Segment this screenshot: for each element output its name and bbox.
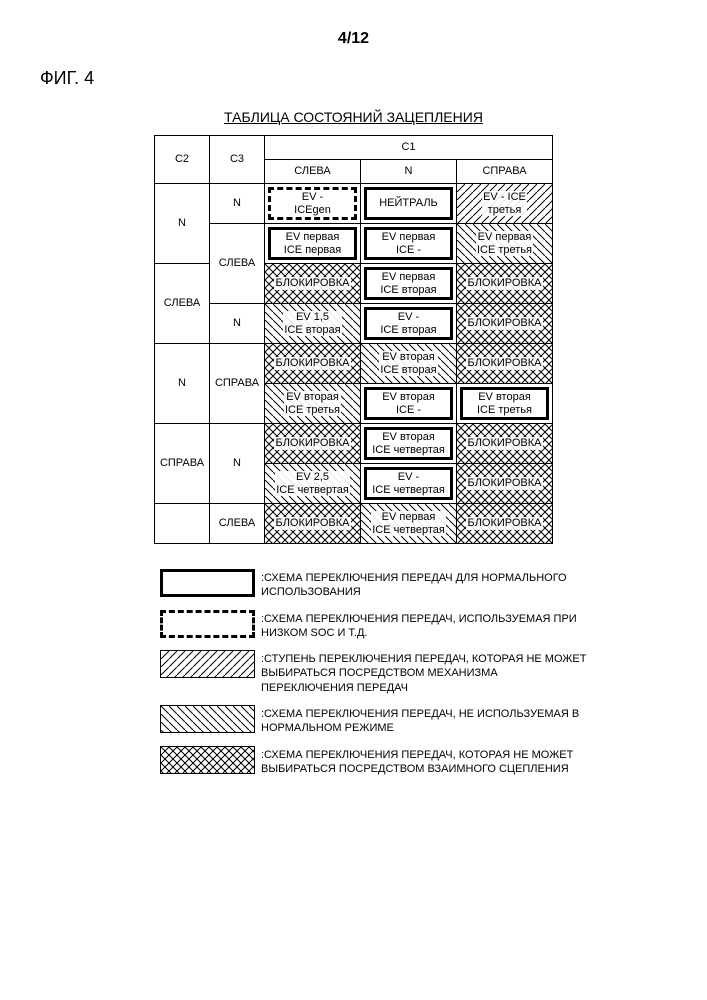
header-n: N bbox=[361, 160, 457, 184]
cell-text: БЛОКИРОВКА bbox=[466, 277, 542, 289]
legend-swatch-hatch2 bbox=[160, 705, 255, 733]
cell-text: EV -ICE четвертая bbox=[371, 471, 446, 495]
cell-text: EV втораяICE четвертая bbox=[371, 431, 446, 455]
cell-text: БЛОКИРОВКА bbox=[466, 517, 542, 529]
cell-text: EV перваяICE вторая bbox=[379, 271, 437, 295]
table-cell: EV втораяICE третья bbox=[265, 384, 361, 424]
legend-text: :СХЕМА ПЕРЕКЛЮЧЕНИЯ ПЕРЕДАЧ ДЛЯ НОРМАЛЬН… bbox=[261, 569, 591, 600]
cell-text: EV втораяICE - bbox=[381, 391, 436, 415]
cell-text: БЛОКИРОВКА bbox=[466, 477, 542, 489]
table-cell: EV -ICE вторая bbox=[361, 304, 457, 344]
c3-label: N bbox=[210, 184, 265, 224]
legend-row: :СХЕМА ПЕРЕКЛЮЧЕНИЯ ПЕРЕДАЧ ДЛЯ НОРМАЛЬН… bbox=[160, 569, 667, 600]
cell-text: НЕЙТРАЛЬ bbox=[378, 197, 439, 209]
cell-text: БЛОКИРОВКА bbox=[274, 517, 350, 529]
legend-swatch-hatch1 bbox=[160, 650, 255, 678]
table-cell: EV -ICE четвертая bbox=[361, 464, 457, 504]
c2-label: СПРАВА bbox=[155, 424, 210, 504]
table-cell: EV перваяICE вторая bbox=[361, 264, 457, 304]
header-c1: C1 bbox=[265, 136, 553, 160]
legend-text: :СТУПЕНЬ ПЕРЕКЛЮЧЕНИЯ ПЕРЕДАЧ, КОТОРАЯ Н… bbox=[261, 650, 591, 695]
c3-label: N bbox=[210, 304, 265, 344]
cell-text: EV 2,5ICE четвертая bbox=[275, 471, 350, 495]
cell-text: EV перваяICE четвертая bbox=[371, 511, 446, 535]
table-cell: БЛОКИРОВКА bbox=[265, 264, 361, 304]
cell-text: БЛОКИРОВКА bbox=[274, 357, 350, 369]
header-left: СЛЕВА bbox=[265, 160, 361, 184]
table-cell: БЛОКИРОВКА bbox=[265, 424, 361, 464]
cell-text: EV перваяICE третья bbox=[476, 231, 533, 255]
legend-row: :СТУПЕНЬ ПЕРЕКЛЮЧЕНИЯ ПЕРЕДАЧ, КОТОРАЯ Н… bbox=[160, 650, 667, 695]
legend-text: :СХЕМА ПЕРЕКЛЮЧЕНИЯ ПЕРЕДАЧ, ИСПОЛЬЗУЕМА… bbox=[261, 610, 591, 641]
header-c3: C3 bbox=[210, 136, 265, 184]
cell-text: EV втораяICE третья bbox=[476, 391, 533, 415]
cell-text: EV втораяICE вторая bbox=[379, 351, 437, 375]
legend-row: :СХЕМА ПЕРЕКЛЮЧЕНИЯ ПЕРЕДАЧ, ИСПОЛЬЗУЕМА… bbox=[160, 610, 667, 641]
table-cell: НЕЙТРАЛЬ bbox=[361, 184, 457, 224]
c2-label: СЛЕВА bbox=[155, 264, 210, 344]
table-title: ТАБЛИЦА СОСТОЯНИЙ ЗАЦЕПЛЕНИЯ bbox=[40, 109, 667, 125]
table-cell: БЛОКИРОВКА bbox=[457, 504, 553, 544]
c3-label: СЛЕВА bbox=[210, 224, 265, 304]
table-cell: БЛОКИРОВКА bbox=[265, 344, 361, 384]
cell-text: EV перваяICE первая bbox=[283, 231, 342, 255]
engagement-table: C2 C3 C1 СЛЕВА N СПРАВА N N EV -ICEgen Н… bbox=[154, 135, 553, 544]
cell-text: БЛОКИРОВКА bbox=[466, 437, 542, 449]
table-cell: EV -ICEgen bbox=[265, 184, 361, 224]
table-cell: EV перваяICE первая bbox=[265, 224, 361, 264]
cell-text: EV -ICE вторая bbox=[379, 311, 437, 335]
c3-label: СПРАВА bbox=[210, 344, 265, 424]
cell-text: EV -ICEgen bbox=[293, 191, 332, 215]
table-cell: БЛОКИРОВКА bbox=[265, 504, 361, 544]
page-number: 4/12 bbox=[40, 30, 667, 48]
table-cell: БЛОКИРОВКА bbox=[457, 344, 553, 384]
c2-label: N bbox=[155, 184, 210, 264]
table-cell: EV 2,5ICE четвертая bbox=[265, 464, 361, 504]
header-right: СПРАВА bbox=[457, 160, 553, 184]
legend-swatch-dashed bbox=[160, 610, 255, 638]
c2-label-empty bbox=[155, 504, 210, 544]
table-cell: EV - ICEтретья bbox=[457, 184, 553, 224]
cell-text: БЛОКИРОВКА bbox=[466, 357, 542, 369]
table-cell: EV втораяICE третья bbox=[457, 384, 553, 424]
cell-text: БЛОКИРОВКА bbox=[466, 317, 542, 329]
cell-text: EV - ICEтретья bbox=[482, 191, 527, 215]
table-cell: EV перваяICE четвертая bbox=[361, 504, 457, 544]
cell-text: БЛОКИРОВКА bbox=[274, 437, 350, 449]
cell-text: EV перваяICE - bbox=[381, 231, 437, 255]
cell-text: EV втораяICE третья bbox=[284, 391, 341, 415]
header-c2: C2 bbox=[155, 136, 210, 184]
legend-swatch-cross bbox=[160, 746, 255, 774]
legend: :СХЕМА ПЕРЕКЛЮЧЕНИЯ ПЕРЕДАЧ ДЛЯ НОРМАЛЬН… bbox=[160, 569, 667, 776]
page: 4/12 ФИГ. 4 ТАБЛИЦА СОСТОЯНИЙ ЗАЦЕПЛЕНИЯ… bbox=[0, 0, 707, 1000]
table-cell: EV втораяICE вторая bbox=[361, 344, 457, 384]
table-cell: EV втораяICE - bbox=[361, 384, 457, 424]
c3-label: СЛЕВА bbox=[210, 504, 265, 544]
table-cell: БЛОКИРОВКА bbox=[457, 464, 553, 504]
table-cell: EV перваяICE - bbox=[361, 224, 457, 264]
table-cell: БЛОКИРОВКА bbox=[457, 304, 553, 344]
legend-row: :СХЕМА ПЕРЕКЛЮЧЕНИЯ ПЕРЕДАЧ, НЕ ИСПОЛЬЗУ… bbox=[160, 705, 667, 736]
table-cell: БЛОКИРОВКА bbox=[457, 264, 553, 304]
table-cell: БЛОКИРОВКА bbox=[457, 424, 553, 464]
legend-swatch-solid bbox=[160, 569, 255, 597]
legend-text: :СХЕМА ПЕРЕКЛЮЧЕНИЯ ПЕРЕДАЧ, КОТОРАЯ НЕ … bbox=[261, 746, 591, 777]
cell-text: БЛОКИРОВКА bbox=[274, 277, 350, 289]
table-cell: EV перваяICE третья bbox=[457, 224, 553, 264]
table-cell: EV 1,5ICE вторая bbox=[265, 304, 361, 344]
c3-label: N bbox=[210, 424, 265, 504]
legend-text: :СХЕМА ПЕРЕКЛЮЧЕНИЯ ПЕРЕДАЧ, НЕ ИСПОЛЬЗУ… bbox=[261, 705, 591, 736]
legend-row: :СХЕМА ПЕРЕКЛЮЧЕНИЯ ПЕРЕДАЧ, КОТОРАЯ НЕ … bbox=[160, 746, 667, 777]
figure-label: ФИГ. 4 bbox=[40, 68, 667, 89]
cell-text: EV 1,5ICE вторая bbox=[283, 311, 341, 335]
table-cell: EV втораяICE четвертая bbox=[361, 424, 457, 464]
c2-label: N bbox=[155, 344, 210, 424]
